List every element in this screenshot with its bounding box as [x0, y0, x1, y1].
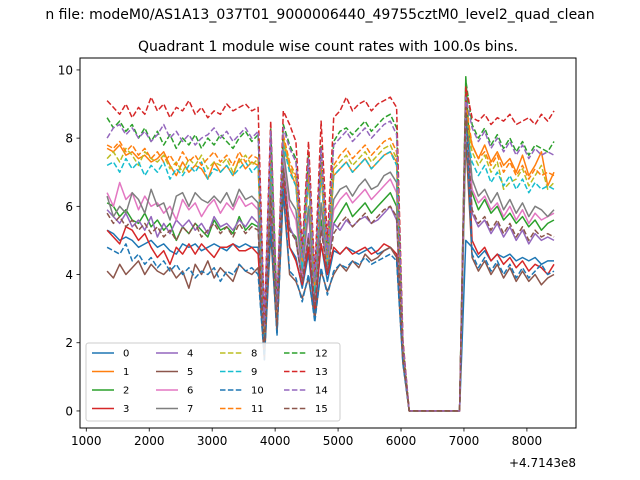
series-line-14	[106, 96, 555, 412]
x-tick-label: 4000	[260, 434, 291, 448]
x-tick-label: 6000	[386, 434, 417, 448]
series-line-0	[106, 164, 554, 412]
y-tick-label: 10	[58, 63, 73, 77]
series-line-13	[106, 86, 555, 412]
series-line-3	[106, 93, 555, 412]
legend-box	[85, 342, 341, 422]
x-tick-label: 7000	[449, 434, 480, 448]
series-line-11	[106, 103, 555, 412]
legend-label-4: 4	[187, 349, 193, 360]
axes-frame	[79, 57, 577, 429]
legend-label-15: 15	[315, 404, 328, 415]
x-tick-label: 8000	[512, 434, 543, 448]
x-axis: 1000 2000 3000 4000 5000 6000 7000 8000	[71, 428, 542, 448]
y-tick-label: 6	[65, 200, 73, 214]
series-line-9	[106, 127, 555, 412]
chart-title: Quadrant 1 module wise count rates with …	[138, 39, 518, 55]
legend-label-12: 12	[315, 349, 328, 360]
y-tick-label: 2	[65, 336, 73, 350]
x-tick-label: 5000	[323, 434, 354, 448]
legend-label-5: 5	[187, 367, 193, 378]
legend-label-6: 6	[187, 386, 193, 397]
legend-label-11: 11	[251, 404, 264, 415]
legend-label-14: 14	[315, 386, 328, 397]
x-tick-label: 3000	[197, 434, 228, 448]
y-axis: 0 2 4 6 8 10	[58, 63, 80, 418]
legend-label-1: 1	[123, 367, 129, 378]
legend-label-2: 2	[123, 386, 129, 397]
legend-label-0: 0	[123, 349, 129, 360]
series-lines	[106, 76, 555, 412]
x-offset-label: +4.7143e8	[509, 456, 576, 470]
figure-suptitle: n file: modeM0/AS1A13_037T01_9000006440_…	[45, 7, 594, 23]
legend-label-8: 8	[251, 349, 257, 360]
x-tick-label: 2000	[134, 434, 165, 448]
series-line-4	[106, 110, 555, 412]
x-tick-label: 1000	[71, 434, 102, 448]
legend-label-7: 7	[187, 404, 193, 415]
y-tick-label: 0	[65, 404, 73, 418]
series-line-10	[106, 103, 555, 412]
series-line-12	[106, 79, 555, 412]
y-tick-label: 4	[65, 268, 73, 282]
legend-label-10: 10	[251, 386, 264, 397]
legend-label-3: 3	[123, 404, 129, 415]
legend-label-9: 9	[251, 367, 257, 378]
legend-label-13: 13	[315, 367, 328, 378]
series-line-15	[106, 106, 555, 412]
y-tick-label: 8	[65, 132, 73, 146]
